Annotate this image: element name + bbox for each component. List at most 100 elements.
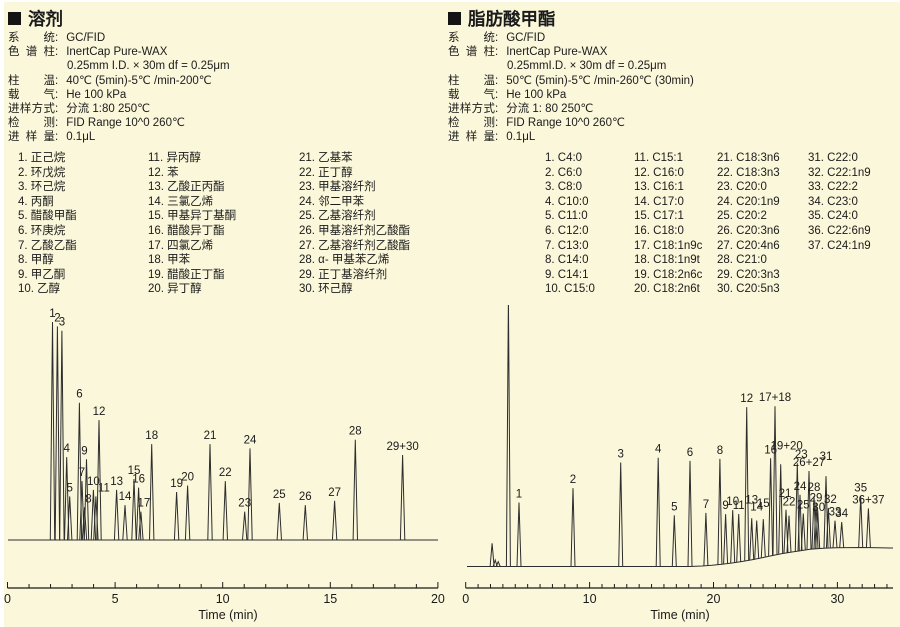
peak-spike [489, 543, 495, 567]
peak-label: 1 [49, 308, 55, 320]
spec-row: 载气: He 100 kPa [8, 88, 230, 102]
spec-colon: : [55, 88, 59, 101]
peak-spike [786, 515, 792, 553]
peak-name-column: 21. C18:3n6 22. C18:3n3 23. C20:0 24. C20:1… [717, 151, 780, 297]
spec-value: 50℃ (5min)-5℃ /min-260℃ (30min) [506, 74, 694, 87]
peak-label: 30 [812, 502, 825, 514]
peak-name-item: 37. C24:1n9 [808, 239, 871, 252]
peak-name-item: 20. 异丁醇 [148, 283, 202, 296]
peak-label: 16 [132, 474, 145, 486]
peak-name-item: 30. 环己醇 [299, 283, 353, 296]
peak-spike [754, 520, 760, 559]
peak-name-item: 4. C10:0 [545, 195, 589, 208]
spec-value: InertCap Pure-WAX [66, 46, 168, 59]
peak-name-item: 16. 醋酸异丁酯 [148, 224, 225, 237]
peak-label: 23 [795, 449, 808, 461]
peak-label: 12 [93, 406, 106, 418]
spec-value: 分流 1: 80 250℃ [506, 103, 594, 116]
peak-name-item: 5. C11:0 [545, 210, 588, 223]
peak-spike [570, 488, 576, 567]
peak-label: 31 [820, 451, 833, 463]
peak-name-item: 28. α- 甲基苯乙烯 [299, 254, 390, 267]
peak-spike [184, 485, 191, 541]
spec-row: 进样量: 0.1μL [448, 130, 694, 144]
peak-name-item: 3. C8:0 [545, 181, 583, 194]
spec-row: 载气: He 100 kPa [448, 88, 694, 102]
peak-name-item: 14. 三氯乙烯 [148, 195, 214, 208]
spec-label: 进样方式 [448, 103, 495, 116]
peak-spike [505, 305, 511, 567]
peak-name-item: 18. 甲苯 [148, 254, 191, 267]
x-axis-tick-label: 30 [830, 592, 844, 606]
peak-label: 25 [797, 500, 810, 512]
spec-colon: : [55, 74, 59, 87]
peak-label: 28 [808, 482, 821, 494]
section-title-solvents: 溶剂 [8, 6, 63, 31]
peak-spike [59, 330, 65, 541]
peak-spike [83, 459, 90, 541]
peak-name-item: 11. C15:1 [634, 152, 684, 164]
spec-colon: : [55, 131, 59, 144]
spec-row: 进样方式: 分流 1:80 250℃ [8, 102, 230, 116]
spec-colon: : [55, 46, 59, 59]
x-axis-tick-label: 10 [216, 592, 230, 606]
peak-label: 6 [687, 447, 693, 459]
spec-label: 进样量 [448, 131, 495, 144]
spec-colon: : [495, 74, 499, 87]
peak-spike [352, 439, 358, 541]
peak-label: 2 [54, 312, 60, 324]
peak-label: 4 [655, 444, 662, 456]
peak-name-item: 2. 环戊烷 [18, 166, 66, 179]
peak-label: 20 [181, 472, 194, 484]
peak-label: 13 [110, 476, 123, 488]
spec-value: GC/FID [66, 32, 106, 44]
peak-spike [655, 457, 661, 567]
spec-label: 柱温 [8, 74, 55, 87]
peak-label: 1 [516, 489, 522, 501]
peak-name-item: 29. 正丁基溶纤剂 [299, 268, 388, 281]
peak-name-item: 2. C6:0 [545, 166, 583, 179]
x-axis-tick-label: 0 [4, 592, 11, 606]
peak-name-item: 6. 环庚烷 [18, 224, 66, 237]
peak-spike [797, 494, 803, 551]
peak-name-item: 1. 正己烷 [18, 152, 66, 164]
peak-name-column: 1. 正己烷 2. 环戊烷 3. 环己烷 4. 丙酮 5. 醋酸甲酯 6. 环庚烷 7. 乙… [18, 151, 77, 297]
spec-label: 检测 [8, 117, 55, 130]
peak-name-item: 12. C16:0 [634, 166, 684, 179]
peak-spike [687, 460, 693, 567]
peak-label: 21 [204, 430, 217, 442]
spec-list: 系统: GC/FID 色谱柱: InertCap Pure-WAX 0.25mm I.D… [8, 31, 230, 145]
x-axis-title: Time (min) [198, 608, 257, 622]
peak-spike [76, 402, 83, 541]
spec-row-wrap: 0.25mm I.D. × 30m df = 0.25μm [8, 59, 230, 73]
peak-name-item: 33. C22:2 [808, 181, 858, 194]
peak-label: 5 [66, 482, 72, 494]
peak-label: 34 [835, 508, 848, 520]
peak-spike [736, 513, 742, 563]
peak-spike [122, 505, 128, 541]
peak-spike [49, 321, 56, 541]
peak-name-item: 8. C14:0 [545, 254, 589, 267]
peak-label: 35 [854, 482, 867, 494]
peak-label: 26 [299, 491, 312, 503]
spec-colon: : [55, 117, 59, 130]
peak-name-item: 13. 乙酸正丙酯 [148, 181, 225, 194]
peak-spike [96, 420, 102, 541]
peak-label: 22 [219, 467, 232, 479]
spec-colon: : [55, 32, 59, 44]
x-axis-tick-label: 15 [323, 592, 337, 606]
peak-name-item: 30. C20:5n3 [717, 283, 780, 296]
peak-label: 17+18 [759, 392, 791, 404]
peak-label: 24 [244, 434, 257, 446]
peak-name-column: 21. 乙基苯 22. 正丁醇 23. 甲基溶纤剂 24. 邻二甲苯 25. 乙基溶纤剂… [299, 151, 410, 297]
peak-name-item: 21. 乙基苯 [299, 152, 353, 164]
peak-spike [302, 505, 308, 541]
spec-value: 0.25mmI.D. × 30m df = 0.25μm [507, 60, 667, 73]
peak-label: 11 [733, 500, 745, 512]
peak-name-item: 36. C22:6n9 [808, 224, 871, 237]
section-bullet-icon [448, 12, 461, 25]
section-title-text: 溶剂 [28, 9, 63, 29]
peak-name-item: 27. 乙基溶纤剂乙酸酯 [299, 239, 411, 252]
peak-label: 8 [717, 445, 723, 457]
peak-label: 22 [783, 497, 796, 509]
